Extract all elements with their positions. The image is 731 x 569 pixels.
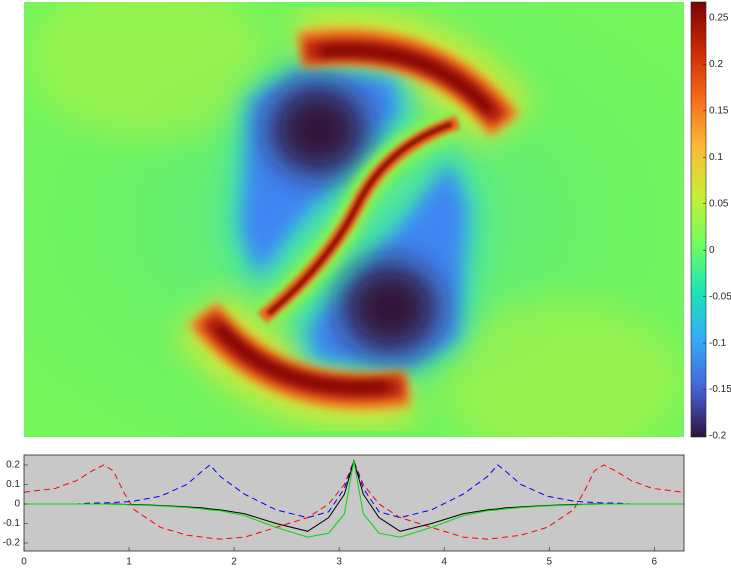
y-tick-label: -0.1 (3, 518, 21, 529)
plot-background (24, 455, 684, 551)
colorbar (690, 1, 707, 438)
y-tick-label: 0.1 (6, 479, 20, 490)
colorbar-tick-label: 0.15 (709, 105, 729, 116)
x-tick-label: 2 (231, 557, 237, 568)
colorbar-tick-label: -0.1 (709, 338, 727, 349)
line-series (24, 460, 684, 538)
line-series (23, 459, 684, 540)
x-tick-label: 1 (126, 557, 132, 568)
heatmap-field (24, 2, 684, 437)
colorbar-tick-label: 0.05 (709, 198, 729, 209)
y-tick-label: -0.2 (3, 538, 21, 549)
x-tick-label: 6 (651, 557, 657, 568)
y-tick-label: 0.2 (6, 460, 20, 471)
y-tick-label: 0 (14, 499, 20, 510)
colorbar-tick-label: -0.2 (709, 431, 727, 442)
colorbar-tick-label: 0.1 (709, 152, 723, 163)
colorbar-tick-label: 0.2 (709, 59, 723, 70)
x-tick-label: 5 (546, 557, 552, 568)
x-tick-label: 0 (21, 557, 27, 568)
colorbar-tick-label: -0.05 (709, 291, 731, 302)
x-tick-label: 4 (441, 557, 447, 568)
colorbar-tick-label: 0.25 (709, 12, 729, 23)
x-tick-label: 3 (336, 557, 342, 568)
plot-frame (23, 454, 685, 552)
colorbar-tick-label: -0.15 (709, 384, 731, 395)
colorbar-tick-label: 0 (709, 245, 715, 256)
